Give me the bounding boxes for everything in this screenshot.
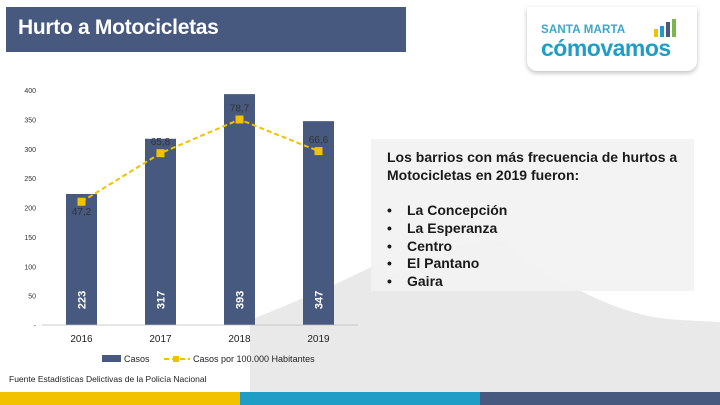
list-item-label: El Pantano <box>407 255 480 272</box>
list-item-label: Gaira <box>407 273 443 290</box>
list-item-label: La Esperanza <box>407 219 498 236</box>
info-box: Los barrios con más frecuencia de hurtos… <box>371 139 694 291</box>
source-note: Fuente Estadísticas Delictivas de la Pol… <box>9 374 207 384</box>
line-point <box>77 197 86 206</box>
neighborhood-list: • La Concepción • La Esperanza • Centro • El… <box>387 202 507 291</box>
y-axis: - 50 100 150 200 250 300 350 400 <box>24 88 36 330</box>
title-bar <box>6 7 406 52</box>
bar-value-label: 347 <box>314 291 326 309</box>
logo-top-text: SANTA MARTA <box>541 24 626 36</box>
bar <box>224 94 255 325</box>
footer-stripe-navy <box>480 392 720 405</box>
line-value-label: 66,6 <box>309 135 329 146</box>
bar-chart-icon <box>654 19 682 37</box>
list-item: • Centro <box>387 237 453 254</box>
y-tick-label: 50 <box>28 294 36 301</box>
line-point <box>235 115 244 124</box>
info-heading: Los barrios con más frecuencia de hurtos… <box>387 149 678 183</box>
bars: 223 317 393 347 <box>66 94 334 325</box>
bar <box>303 121 334 325</box>
list-item: • El Pantano <box>387 255 480 272</box>
list-item: • Gaira <box>387 273 443 290</box>
bar-value-label: 393 <box>235 291 247 309</box>
y-tick-label: 350 <box>24 117 36 124</box>
line-point <box>156 149 165 158</box>
bar <box>145 138 176 325</box>
footer-stripe-yellow <box>0 392 240 405</box>
legend: Casos Casos por 100.000 Habitantes <box>102 354 315 364</box>
series-line <box>80 118 319 203</box>
x-tick-label: 2016 <box>70 334 93 345</box>
x-tick-label: 2018 <box>228 334 251 345</box>
legend-swatch-marker <box>173 356 179 362</box>
y-tick-label: 250 <box>24 176 36 183</box>
legend-label: Casos por 100.000 Habitantes <box>193 354 315 364</box>
list-item: • La Concepción <box>387 202 508 218</box>
line-value-label: 47,2 <box>72 207 92 218</box>
line-series: 47,2 65,8 78,7 66,6 <box>72 104 329 218</box>
legend-swatch-casos <box>102 355 121 362</box>
logo: SANTA MARTA cómovamos <box>527 7 697 71</box>
y-tick-label: 150 <box>24 235 36 242</box>
x-axis: 2016 2017 2018 2019 <box>42 324 358 345</box>
line-value-label: 65,8 <box>151 137 171 148</box>
bar <box>66 193 97 325</box>
list-item-label: Centro <box>407 237 453 254</box>
x-tick-label: 2017 <box>149 334 172 345</box>
bar-value-label: 317 <box>156 291 168 309</box>
y-tick-label: 200 <box>24 206 36 213</box>
bar-value-label: 223 <box>77 291 89 309</box>
y-tick-label: 100 <box>24 264 36 271</box>
y-tick-label: 400 <box>24 88 36 95</box>
line-value-label: 78,7 <box>230 104 250 115</box>
line-point <box>314 147 323 156</box>
legend-label: Casos <box>124 354 150 364</box>
footer-stripe-blue <box>240 392 480 405</box>
list-item: • La Esperanza <box>387 219 498 236</box>
y-tick-label: 300 <box>24 147 36 154</box>
list-item-label: La Concepción <box>407 202 508 218</box>
logo-main-text: cómovamos <box>541 35 671 61</box>
y-tick-label: - <box>34 323 37 330</box>
slide-title: Hurto a Motocicletas <box>18 16 219 39</box>
x-tick-label: 2019 <box>307 334 330 345</box>
chart: - 50 100 150 200 250 300 350 400 223 317 393 347 20… <box>24 88 358 364</box>
